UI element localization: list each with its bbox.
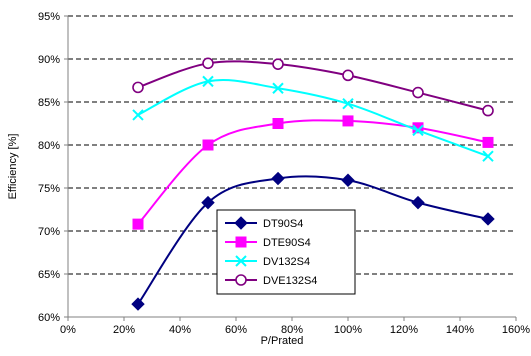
x-tick-label: 60% xyxy=(225,324,247,336)
y-tick-label: 85% xyxy=(38,97,60,109)
legend-marker xyxy=(235,236,247,248)
y-tick-label: 70% xyxy=(38,226,60,238)
x-tick-label: 120% xyxy=(390,324,418,336)
data-point-DT90S4 xyxy=(131,297,145,311)
data-point-DVE132S4 xyxy=(412,86,424,99)
x-tick-label: 160% xyxy=(502,324,530,336)
series-DV132S4 xyxy=(132,75,494,162)
data-point-DT90S4 xyxy=(341,173,355,187)
data-point-DV132S4 xyxy=(342,98,354,110)
y-tick-label: 80% xyxy=(38,140,60,152)
data-point-DV132S4 xyxy=(412,124,424,137)
legend-marker xyxy=(235,255,247,267)
legend-item: DV132S4 xyxy=(225,255,310,268)
legend: DT90S4 DTE90S4 DV132S4 DVE132S4 xyxy=(216,209,356,295)
legend-label: DTE90S4 xyxy=(263,237,311,249)
series-DTE90S4 xyxy=(132,115,494,230)
series-line-DV132S4 xyxy=(137,79,489,158)
legend-label: DV132S4 xyxy=(263,256,310,268)
x-tick-label: 20% xyxy=(113,324,135,336)
data-point-DV132S4 xyxy=(272,82,284,94)
data-point-DVE132S4 xyxy=(132,81,144,94)
x-tick-label: 40% xyxy=(169,324,191,336)
x-tick-label: 80% xyxy=(281,324,303,336)
legend-item: DT90S4 xyxy=(225,216,303,230)
y-tick-label: 95% xyxy=(38,11,60,23)
series-layer xyxy=(131,57,495,311)
data-point-DTE90S4 xyxy=(272,118,284,129)
data-point-DTE90S4 xyxy=(342,115,354,127)
data-point-DV132S4 xyxy=(482,150,494,162)
series-line-DVE132S4 xyxy=(137,60,489,112)
tick-labels: 60% 65% 70% 75% 80% 85% 90% 95% 0% 20% 40% 60% 80% 10… xyxy=(38,11,530,336)
series-DVE132S4 xyxy=(132,57,494,117)
legend-label: DT90S4 xyxy=(263,218,303,230)
y-tick-label: 90% xyxy=(38,54,60,66)
data-point-DVE132S4 xyxy=(272,58,284,70)
x-axis-title: P/Prated xyxy=(261,335,304,347)
x-tick-label: 0% xyxy=(60,324,76,336)
y-tick-label: 60% xyxy=(38,312,60,324)
data-point-DT90S4 xyxy=(411,195,425,210)
legend-item: DTE90S4 xyxy=(225,236,311,249)
data-point-DT90S4 xyxy=(201,195,215,210)
data-point-DVE132S4 xyxy=(202,57,214,70)
axes xyxy=(64,15,517,321)
y-tick-label: 65% xyxy=(38,269,60,281)
data-point-DT90S4 xyxy=(271,171,285,186)
data-point-DV132S4 xyxy=(202,75,214,88)
y-axis-title: Efficiency [%] xyxy=(7,134,19,200)
legend-marker xyxy=(235,274,247,286)
x-tick-label: 100% xyxy=(334,324,362,336)
legend-marker xyxy=(234,216,248,230)
data-point-DVE132S4 xyxy=(482,104,494,117)
data-point-DTE90S4 xyxy=(202,139,214,151)
data-point-DV132S4 xyxy=(132,109,144,121)
y-tick-label: 75% xyxy=(38,183,60,195)
x-tick-label: 140% xyxy=(446,324,474,336)
series-DT90S4 xyxy=(131,171,495,311)
data-point-DT90S4 xyxy=(481,212,495,226)
legend-item: DVE132S4 xyxy=(225,274,317,287)
data-point-DTE90S4 xyxy=(132,218,144,230)
data-point-DTE90S4 xyxy=(482,136,494,148)
legend-label: DVE132S4 xyxy=(263,275,317,287)
data-point-DVE132S4 xyxy=(342,69,354,82)
